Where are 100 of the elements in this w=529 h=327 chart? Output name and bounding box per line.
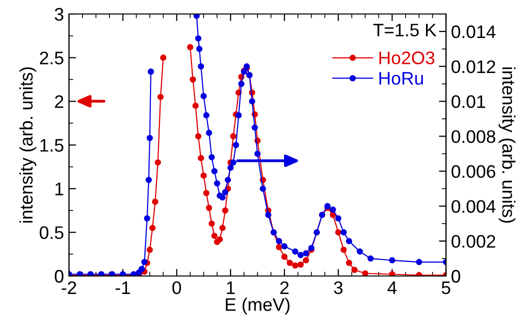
point [297, 262, 304, 268]
point [203, 190, 210, 196]
y-tick-label: 0.5 [40, 226, 64, 240]
x-tick-label: 5 [442, 282, 450, 294]
point [297, 252, 304, 258]
point [302, 257, 310, 264]
point [252, 124, 258, 131]
y2-tick-label: 0.008 [452, 130, 496, 143]
y2-tick-label: 0 [452, 270, 460, 283]
y-tick-label: 0 [54, 270, 64, 283]
point [146, 134, 153, 142]
point [194, 14, 200, 19]
y2-tick-label: 0.006 [452, 165, 496, 178]
point [148, 68, 154, 75]
point [230, 133, 236, 140]
point [198, 154, 204, 162]
point [144, 215, 150, 222]
point [265, 212, 272, 218]
point [389, 271, 396, 276]
x-tick-label: 4 [388, 282, 397, 294]
point [157, 94, 164, 100]
point [196, 46, 202, 52]
point [416, 258, 422, 266]
point [232, 142, 240, 148]
y-axis-title: intensity (arb. units) [19, 67, 36, 223]
annotation: T=1.5 K [373, 24, 436, 36]
x-tick-label: -1 [116, 282, 130, 294]
y2-axis-title: intensity (arb. units) [498, 67, 516, 223]
point [146, 246, 153, 253]
point [340, 229, 347, 236]
legend-label: Ho2O3 [379, 52, 434, 64]
point [281, 254, 288, 260]
point [260, 186, 266, 192]
point [211, 232, 218, 239]
point [195, 35, 202, 42]
point [281, 243, 288, 250]
point [248, 98, 256, 104]
point [238, 80, 244, 87]
x-tick-label: 0 [172, 281, 182, 294]
point [254, 150, 261, 157]
legend-label: HoRu [379, 72, 423, 85]
y-tick-label: 1.5 [40, 139, 64, 152]
point [335, 215, 342, 222]
point [224, 176, 232, 184]
point [292, 248, 298, 255]
x-tick-label: 1 [226, 282, 235, 294]
x-tick-label: 2 [280, 281, 289, 294]
y-tick-label: 3 [54, 8, 64, 21]
y2-tick-label: 0.004 [452, 200, 496, 213]
point [146, 176, 152, 184]
y2-tick-label: 0.002 [452, 235, 496, 248]
y-tick-label: 2 [55, 95, 64, 108]
point [200, 172, 207, 179]
x-tick-label: -2 [62, 281, 76, 294]
point [160, 54, 166, 61]
point [211, 168, 218, 174]
point [222, 207, 228, 214]
point [198, 63, 204, 70]
point [219, 224, 226, 232]
point [208, 154, 215, 160]
x-tick-label: 3 [334, 281, 343, 294]
point [190, 76, 196, 83]
point [276, 238, 282, 244]
point [389, 257, 396, 264]
point [187, 44, 194, 50]
point [141, 258, 148, 266]
y2-tick-label: 0.012 [452, 60, 496, 74]
y-tick-label: 1 [55, 182, 64, 196]
point [367, 255, 374, 262]
point [346, 238, 352, 244]
point [200, 92, 207, 100]
point [154, 159, 161, 166]
point [340, 246, 347, 253]
point [222, 189, 228, 196]
point [208, 220, 215, 227]
y2-tick-label: 0.01 [452, 95, 486, 108]
point [335, 229, 342, 236]
point [216, 236, 223, 242]
point [356, 248, 363, 255]
y-tick-label: 2.5 [40, 52, 64, 64]
y2-tick-label: 0.014 [452, 25, 496, 38]
point [203, 112, 210, 118]
point [230, 159, 236, 166]
point [206, 130, 212, 136]
point [286, 260, 293, 266]
point [346, 260, 352, 266]
point [152, 198, 158, 205]
point [351, 266, 358, 274]
point [214, 180, 220, 187]
point [302, 250, 310, 256]
point [330, 206, 336, 213]
point [219, 194, 226, 201]
point [227, 164, 234, 171]
point [138, 266, 145, 272]
point [206, 204, 212, 212]
point [276, 244, 282, 250]
point [149, 224, 156, 232]
point [292, 262, 298, 269]
point [236, 112, 242, 118]
point [192, 102, 199, 109]
